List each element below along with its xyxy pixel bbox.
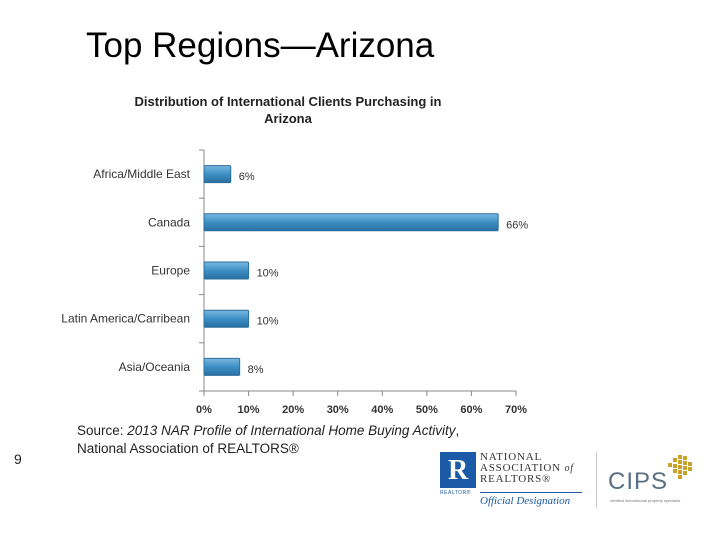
page-number: 9: [14, 451, 22, 467]
source-suffix: ,: [455, 423, 460, 438]
source-line-2: National Association of REALTORS®: [77, 441, 299, 456]
category-label-2: Europe: [151, 264, 190, 278]
value-label-3: 10%: [257, 316, 279, 328]
nar-designation: Official Designation: [480, 492, 582, 507]
cips-wordmark: CIPS: [608, 468, 669, 495]
nar-line-2: ASSOCIATION of: [480, 462, 574, 475]
nar-line-2-text: ASSOCIATION: [480, 462, 561, 474]
chart-title: Distribution of International Clients Pu…: [90, 93, 486, 127]
x-tick-label-0: 0%: [196, 404, 212, 416]
value-label-4: 8%: [248, 364, 264, 376]
source-title: 2013 NAR Profile of International Home B…: [127, 423, 456, 438]
value-label-1: 66%: [506, 219, 528, 231]
x-tick-label-7: 70%: [505, 404, 527, 416]
realtor-r-letter: R: [448, 455, 469, 486]
bar-0: [203, 165, 232, 184]
category-label-4: Asia/Oceania: [119, 360, 191, 374]
value-label-2: 10%: [257, 268, 279, 280]
x-tick-label-4: 40%: [371, 404, 393, 416]
realtor-r-icon: R: [440, 452, 476, 488]
nar-line-1: NATIONAL: [480, 451, 543, 463]
value-label-0: 6%: [239, 171, 255, 183]
cips-logo: CIPS certified international property sp…: [608, 454, 704, 508]
category-label-3: Latin America/Carribean: [61, 312, 190, 326]
bar-3: [203, 309, 250, 328]
nar-logo: R REALTOR® NATIONAL ASSOCIATION of REALT…: [440, 452, 590, 510]
x-tick-label-6: 60%: [460, 404, 482, 416]
source-prefix: Source:: [77, 423, 128, 438]
source-citation: Source: 2013 NAR Profile of Internationa…: [77, 422, 459, 458]
nar-line-3: REALTORS®: [480, 473, 552, 485]
category-label-1: Canada: [148, 215, 190, 229]
nar-of-text: of: [564, 463, 574, 474]
realtor-mark-text: REALTOR®: [440, 490, 471, 496]
source-line-1: Source: 2013 NAR Profile of Internationa…: [77, 422, 459, 440]
chart-title-line-1: Distribution of International Clients Pu…: [134, 94, 442, 109]
bar-1: [203, 213, 499, 232]
slide-title: Top Regions—Arizona: [86, 26, 435, 65]
chart-title-line-2: Arizona: [264, 111, 312, 126]
x-tick-label-5: 50%: [416, 404, 438, 416]
x-tick-label-2: 20%: [282, 404, 304, 416]
cips-globe-icon: [668, 455, 692, 479]
bar-4: [203, 357, 241, 376]
nar-wordmark: NATIONAL ASSOCIATION of REALTORS®: [480, 452, 574, 485]
bar-2: [203, 261, 250, 280]
logo-divider: [596, 452, 597, 508]
x-tick-label-1: 10%: [238, 404, 260, 416]
category-label-0: Africa/Middle East: [93, 167, 190, 181]
cips-tagline: certified international property special…: [610, 498, 681, 503]
x-tick-label-3: 30%: [327, 404, 349, 416]
